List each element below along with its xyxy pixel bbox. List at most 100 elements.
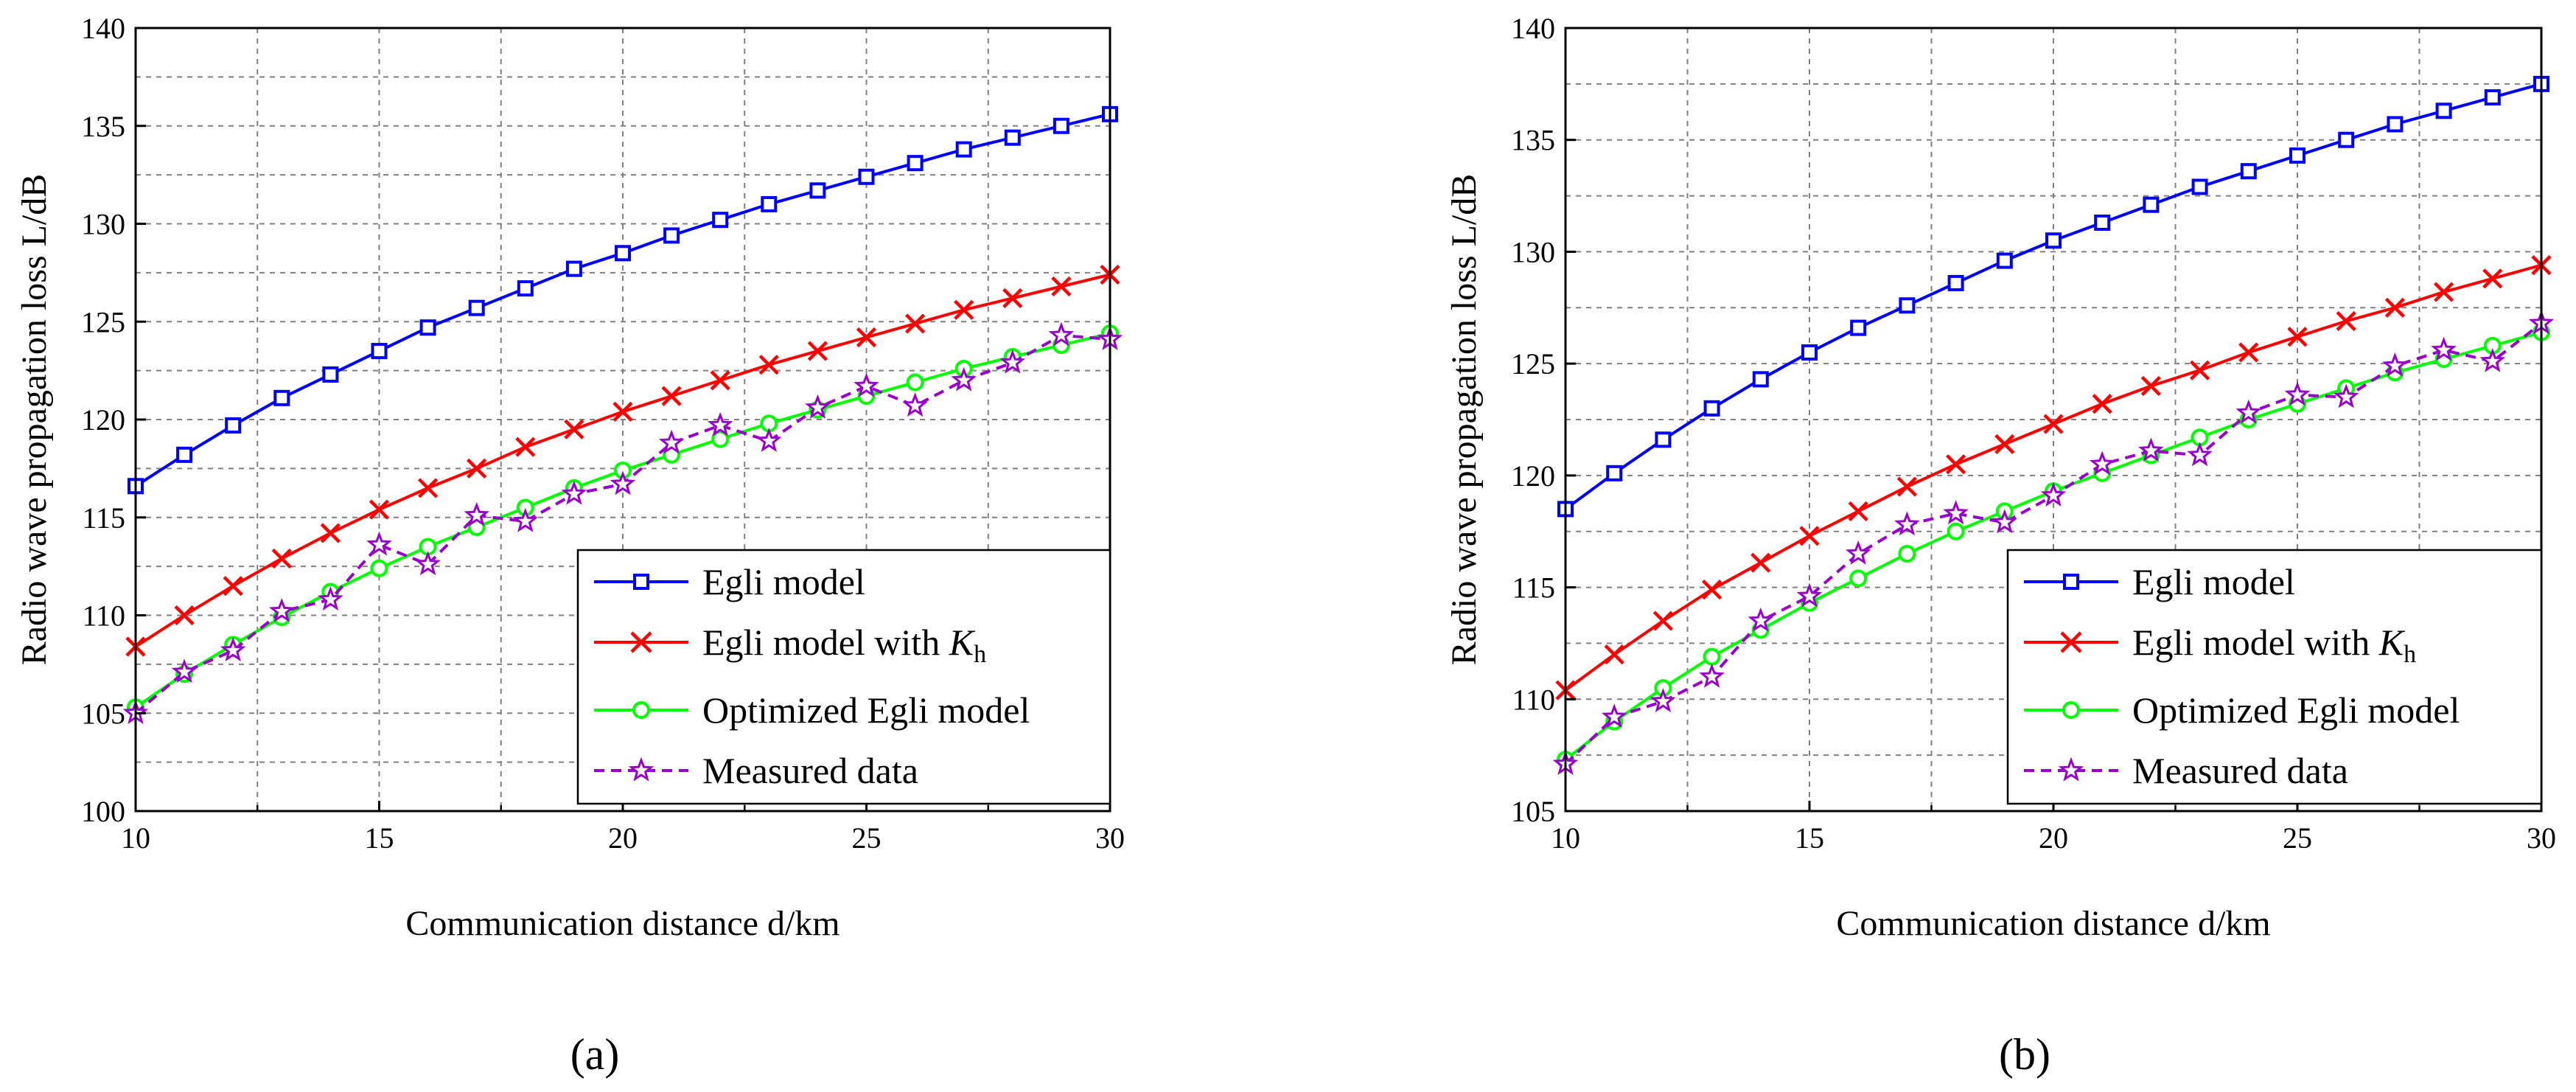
- panel-a-x-tick-label: 25: [852, 821, 882, 855]
- panel-a-point-egli-model-with-kh: [661, 386, 682, 406]
- panel-b-point-egli-model-with-kh: [2190, 360, 2210, 380]
- panel-b-x-axis-label: Communication distance d/km: [1836, 904, 2270, 943]
- panel-a-point-egli-model: [565, 260, 582, 277]
- panel-a-legend-entry-egli-kh: Egli model with Kh: [594, 622, 986, 668]
- panel-b-point-egli-model: [1850, 319, 1867, 336]
- panel-a-legend-marker-optimized: [632, 701, 650, 719]
- panel-a-legend-label-optimized: Optimized Egli model: [702, 689, 1030, 731]
- panel-a-point-egli-model-with-kh: [954, 299, 974, 320]
- panel-a-y-tick-label: 140: [81, 12, 125, 45]
- panel-a-point-egli-model: [907, 155, 924, 172]
- panel-a-y-tick-label: 120: [81, 403, 125, 437]
- panel-b-point-egli-model: [1703, 400, 1720, 417]
- panel-b-point-measured-data: [2431, 336, 2457, 361]
- panel-b-legend-entry-optimized: Optimized Egli model: [2024, 689, 2460, 731]
- panel-b-point-measured-data: [1601, 703, 1627, 728]
- panel-b-y-tick-label: 105: [1511, 795, 1555, 828]
- panel-b-point-measured-data: [2382, 352, 2408, 377]
- panel-a-point-measured-data: [707, 411, 733, 437]
- panel-b-y-tick-label: 140: [1511, 12, 1555, 45]
- panel-b-point-egli-model: [1801, 344, 1818, 361]
- panel-b-point-measured-data: [1894, 511, 1920, 536]
- panel-b-point-measured-data: [1992, 509, 2018, 534]
- panel-a-legend-label-k: K: [949, 622, 976, 663]
- panel-a-point-egli-model-with-kh: [710, 370, 730, 391]
- panel-b-legend-entry-egli: Egli model: [2024, 561, 2295, 602]
- panel-b-legend-label-k: K: [2378, 622, 2406, 663]
- panel-b-label-text: (b): [1999, 1030, 2050, 1079]
- panel-a-point-measured-data: [658, 429, 685, 454]
- panel-a-point-egli-model: [517, 280, 534, 297]
- panel-a-point-egli-model: [615, 245, 631, 262]
- panel-b-x-tick-label: 15: [1795, 821, 1824, 855]
- panel-a-point-measured-data: [999, 349, 1026, 374]
- panel-a-point-egli-model-with-kh: [369, 499, 390, 520]
- panel-b-point-egli-model: [2094, 214, 2111, 231]
- panel-a-y-tick-label: 115: [82, 501, 125, 535]
- panel-b-point-optimized-egli-model: [1703, 647, 1721, 666]
- panel-b-y-tick-label: 115: [1512, 571, 1555, 605]
- panel-a-x-tick-label: 10: [121, 821, 150, 855]
- panel-b-x-tick-label: 30: [2527, 821, 2556, 855]
- panel-a-point-egli-model: [225, 417, 242, 434]
- panel-b-legend-marker-egli-kh: [2060, 631, 2082, 653]
- panel-a-point-egli-model: [663, 227, 680, 244]
- panel-b-point-egli-model-with-kh: [1994, 434, 2015, 454]
- panel-a-point-measured-data: [902, 392, 928, 417]
- panel-b-point-egli-model: [2143, 196, 2160, 213]
- panel-a-point-measured-data: [1048, 321, 1075, 347]
- panel-b-y-tick-label: 120: [1511, 459, 1555, 493]
- panel-b-point-measured-data: [1943, 500, 1969, 525]
- panel-b-chart: 10 15 20 25 30 105 110 115 120 125 130 135 140 Commu…: [1445, 12, 2556, 1079]
- panel-a-point-egli-model-with-kh: [223, 576, 243, 597]
- panel-b-legend: Egli model Egli model with Kh Optimized …: [2006, 549, 2543, 805]
- panel-a-point-egli-model: [761, 195, 778, 212]
- panel-b-point-egli-model-with-kh: [1652, 611, 1673, 631]
- panel-a-point-egli-model-with-kh: [564, 419, 584, 439]
- panel-a-point-optimized-egli-model: [370, 559, 388, 577]
- panel-a-point-egli-model: [809, 182, 826, 199]
- panel-a-point-egli-model: [371, 343, 388, 360]
- panel-b-legend-marker-measured: [2058, 757, 2084, 782]
- panel-b-legend-entry-measured: Measured data: [2024, 750, 2348, 791]
- panel-b-point-egli-model-with-kh: [1751, 552, 1771, 573]
- panel-b-legend-label-egli: Egli model: [2132, 561, 2295, 602]
- panel-b-point-optimized-egli-model: [1947, 522, 1965, 540]
- panel-a-point-egli-model-with-kh: [1002, 288, 1023, 308]
- panel-a-point-egli-model: [858, 168, 875, 185]
- panel-a-legend-label-egli-kh-text: Egli model with: [702, 622, 949, 663]
- panel-b-point-measured-data: [2333, 383, 2359, 408]
- panel-a-legend-marker-measured: [628, 757, 655, 782]
- panel-a-ticks: 10 15 20 25 30 100 105 110 115 120 125 130 135 140: [81, 12, 1125, 855]
- panel-a-x-axis-label: Communication distance d/km: [405, 904, 840, 943]
- panel-b-y-tick-label: 125: [1511, 347, 1555, 380]
- panel-a-point-measured-data: [951, 366, 977, 392]
- panel-a-point-optimized-egli-model: [906, 373, 924, 392]
- panel-a-point-measured-data: [610, 470, 636, 495]
- panel-a-point-egli-model-with-kh: [174, 605, 195, 626]
- panel-b-point-egli-model-with-kh: [1702, 580, 1722, 600]
- panel-b-x-tick-label: 20: [2039, 821, 2068, 855]
- panel-a-x-tick-label: 20: [608, 821, 638, 855]
- panel-b-point-egli-model-with-kh: [2238, 342, 2259, 363]
- panel-b-point-egli-model-with-kh: [2092, 394, 2112, 414]
- panel-a-legend-entry-optimized: Optimized Egli model: [594, 689, 1030, 731]
- panel-a-legend-label-egli: Egli model: [702, 561, 865, 602]
- panel-b-point-egli-model-with-kh: [2482, 268, 2503, 289]
- panel-b-point-egli-model: [2338, 131, 2355, 148]
- panel-a-point-measured-data: [318, 586, 343, 611]
- panel-a-point-measured-data: [512, 507, 539, 532]
- panel-b-point-egli-model: [1947, 274, 1964, 291]
- panel-a-point-egli-model-with-kh: [467, 458, 487, 479]
- panel-b-point-measured-data: [1796, 582, 1823, 608]
- panel-b-point-measured-data: [2040, 482, 2067, 507]
- panel-a-point-egli-model: [468, 299, 485, 316]
- panel-a-point-egli-model-with-kh: [905, 313, 926, 334]
- panel-a-y-tick-label: 125: [81, 305, 125, 338]
- panel-b-point-measured-data: [2284, 381, 2311, 406]
- panel-b-legend-label-egli-kh-text: Egli model with: [2132, 622, 2379, 663]
- panel-a-point-egli-model: [1004, 129, 1021, 146]
- panel-a-point-egli-model-with-kh: [856, 327, 877, 348]
- panel-a-y-tick-label: 110: [82, 599, 125, 633]
- panel-a-point-egli-model-with-kh: [418, 478, 439, 498]
